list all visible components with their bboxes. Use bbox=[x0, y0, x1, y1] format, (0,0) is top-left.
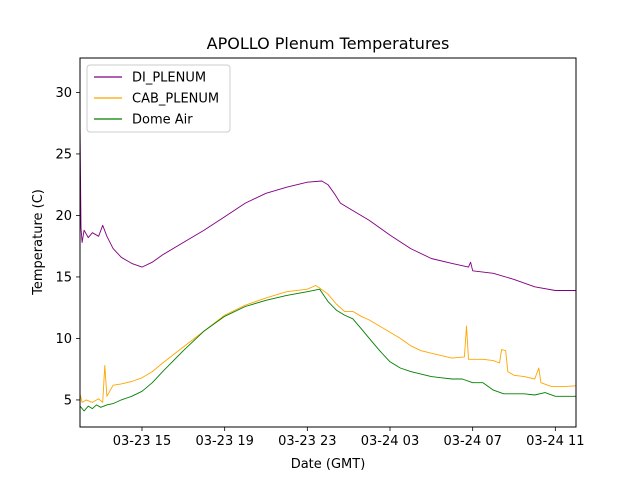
legend-label-di-plenum: DI_PLENUM bbox=[132, 71, 206, 86]
legend-label-cab-plenum: CAB_PLENUM bbox=[132, 92, 219, 107]
x-axis-label: Date (GMT) bbox=[291, 457, 366, 472]
y-tick-label: 20 bbox=[55, 209, 72, 224]
y-tick-label: 10 bbox=[55, 332, 72, 347]
x-tick-label: 03-23 19 bbox=[195, 434, 253, 449]
chart-title: APOLLO Plenum Temperatures bbox=[207, 34, 450, 53]
y-axis-ticks: 5 10 15 20 25 30 bbox=[55, 86, 80, 408]
plot-frame bbox=[79, 57, 577, 428]
legend: DI_PLENUM CAB_PLENUM Dome Air bbox=[86, 64, 231, 133]
y-tick-label: 25 bbox=[55, 147, 72, 162]
x-tick-label: 03-24 03 bbox=[361, 434, 419, 449]
series-line-dome-air bbox=[80, 288, 576, 412]
y-tick-label: 30 bbox=[55, 86, 72, 101]
x-tick-label: 03-24 07 bbox=[443, 434, 501, 449]
x-axis-ticks: 03-23 15 03-23 19 03-23 23 03-24 03 03-24 07… bbox=[113, 427, 585, 449]
series-line-di-plenum bbox=[80, 123, 576, 291]
legend-label-dome-air: Dome Air bbox=[132, 113, 193, 128]
x-tick-label: 03-24 11 bbox=[526, 434, 584, 449]
series-line-cab-plenum bbox=[80, 285, 576, 403]
x-tick-label: 03-23 15 bbox=[113, 434, 171, 449]
y-tick-label: 15 bbox=[55, 270, 72, 285]
y-axis-label: Temperature (C) bbox=[31, 189, 46, 296]
legend-box bbox=[86, 64, 231, 133]
plot-lines bbox=[80, 123, 576, 412]
y-tick-label: 5 bbox=[64, 393, 72, 408]
x-tick-label: 03-23 23 bbox=[278, 434, 336, 449]
